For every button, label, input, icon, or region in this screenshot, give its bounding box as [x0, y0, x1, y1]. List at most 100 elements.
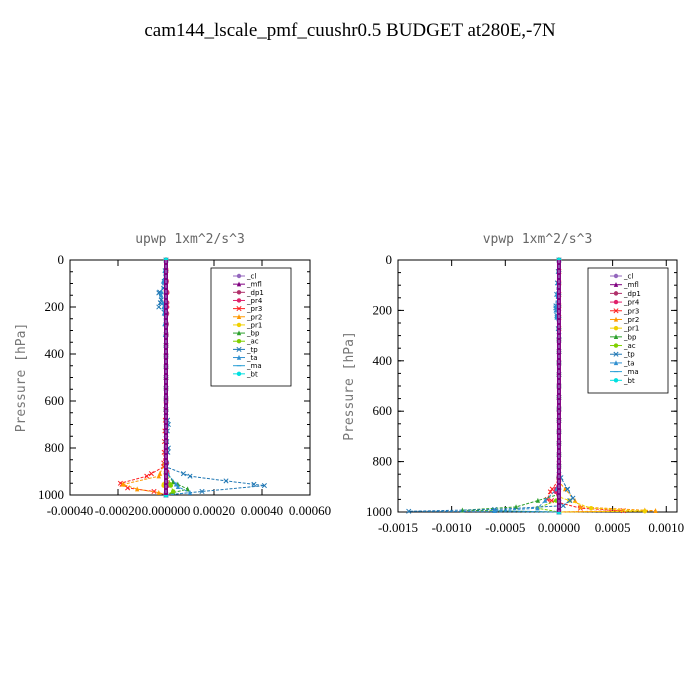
- legend-marker: [236, 330, 242, 336]
- legend-marker: [613, 378, 619, 383]
- chart-panel-2: vpwp 1xm^2/s^3 Pressure [hPa] 0 200 400 600 80…: [342, 232, 684, 535]
- data-point: [135, 486, 140, 492]
- y-tick-label: 600: [45, 393, 65, 408]
- series-line: [462, 260, 560, 513]
- legend-label: _ta: [246, 354, 258, 362]
- y-axis-label: Pressure [hPa]: [14, 323, 29, 433]
- x-tick-label: -0.0005: [485, 520, 525, 535]
- series-tp: [406, 257, 576, 515]
- data-point: [171, 489, 176, 494]
- legend-marker: [236, 314, 242, 319]
- legend-label: _bt: [623, 377, 635, 385]
- legend-label: _ac: [623, 342, 636, 350]
- data-point: [120, 481, 125, 487]
- legend-label: _tp: [246, 346, 258, 354]
- legend-label: _mfl: [623, 281, 639, 289]
- data-point: [588, 506, 594, 511]
- y-tick-label: 1000: [366, 504, 392, 519]
- x-tick-label: 0.000000: [142, 503, 191, 518]
- series-bp: [460, 257, 562, 515]
- legend-label: _pr3: [246, 305, 262, 313]
- data-point: [187, 489, 193, 495]
- data-point: [406, 508, 412, 514]
- legend-marker: [236, 273, 242, 279]
- data-point: [159, 292, 164, 298]
- legend-label: _cl: [246, 273, 256, 281]
- data-point: [564, 486, 571, 492]
- data-point: [553, 307, 558, 313]
- legend-label: _pr2: [246, 313, 262, 321]
- data-point: [185, 486, 190, 492]
- y-tick-label: 1000: [38, 487, 64, 502]
- legend-marker: [613, 360, 619, 366]
- data-point: [492, 508, 497, 513]
- data-point: [168, 483, 173, 488]
- data-point: [156, 489, 161, 495]
- legend-marker: [236, 371, 242, 377]
- legend: _cl_mfl_dp1_pr4_pr3_pr2_pr1_bp_ac_tp_ta_…: [587, 267, 669, 394]
- chart-title: vpwp 1xm^2/s^3: [483, 232, 593, 247]
- data-point: [156, 304, 162, 310]
- data-point: [560, 503, 566, 509]
- legend-label: _ma: [246, 362, 262, 370]
- data-point: [570, 495, 576, 501]
- y-tick-label: 0: [386, 252, 393, 267]
- legend-label: _pr1: [246, 321, 262, 329]
- series-line: [494, 259, 560, 513]
- data-point: [261, 483, 267, 489]
- legend-marker: [613, 334, 619, 340]
- legend-marker: [613, 343, 619, 348]
- data-point: [159, 289, 164, 295]
- y-tick-label: 400: [45, 346, 65, 361]
- legend: _cl_mfl_dp1_pr4_pr3_pr2_pr1_bp_ac_tp_ta_…: [210, 267, 292, 387]
- x-tick-label: -0.0015: [378, 520, 418, 535]
- data-point: [199, 488, 205, 495]
- y-tick-label: 800: [373, 454, 393, 469]
- y-axis-label: Pressure [hPa]: [342, 331, 357, 441]
- data-point: [223, 478, 229, 484]
- legend-marker: [236, 281, 242, 287]
- legend-box: [210, 267, 292, 387]
- legend-box: [587, 267, 669, 394]
- data-point: [542, 497, 548, 503]
- x-tick-label: 0.00000: [538, 520, 580, 535]
- legend-marker: [613, 316, 619, 322]
- legend-label: _bt: [246, 370, 258, 378]
- chart-title: upwp 1xm^2/s^3: [135, 232, 245, 247]
- x-tick-label: 0.0010: [648, 520, 684, 535]
- data-point: [151, 488, 157, 495]
- y-tick-label: 800: [45, 440, 65, 455]
- legend-label: _dp1: [623, 290, 641, 298]
- x-tick-label: -0.00020: [95, 503, 142, 518]
- data-point: [156, 473, 161, 479]
- data-point: [578, 504, 583, 510]
- legend-label: _pr2: [623, 316, 639, 324]
- data-point: [173, 481, 179, 487]
- legend-label: _ta: [623, 359, 635, 367]
- x-tick-label: -0.0010: [432, 520, 472, 535]
- data-point: [187, 473, 193, 479]
- series-ta: [492, 257, 562, 515]
- x-tick-label: 0.00060: [289, 503, 331, 518]
- series-line: [535, 260, 560, 513]
- legend-marker: [613, 308, 619, 314]
- legend-marker: [613, 291, 619, 296]
- data-point: [535, 505, 540, 511]
- legend-label: _pr1: [623, 325, 639, 333]
- data-point: [148, 471, 154, 477]
- legend-marker: [236, 346, 242, 352]
- legend-marker: [236, 322, 242, 328]
- legend-marker: [236, 306, 242, 312]
- legend-label: _cl: [623, 273, 633, 281]
- legend-label: _pr4: [623, 299, 640, 307]
- legend-marker: [613, 351, 619, 357]
- data-point: [549, 486, 555, 492]
- y-tick-label: 600: [373, 403, 393, 418]
- legend-marker: [613, 299, 619, 305]
- legend-marker: [236, 354, 242, 360]
- legend-marker: [236, 298, 242, 303]
- legend-label: _bp: [246, 330, 260, 338]
- legend-marker: [613, 325, 619, 331]
- legend-label: _ac: [246, 338, 259, 346]
